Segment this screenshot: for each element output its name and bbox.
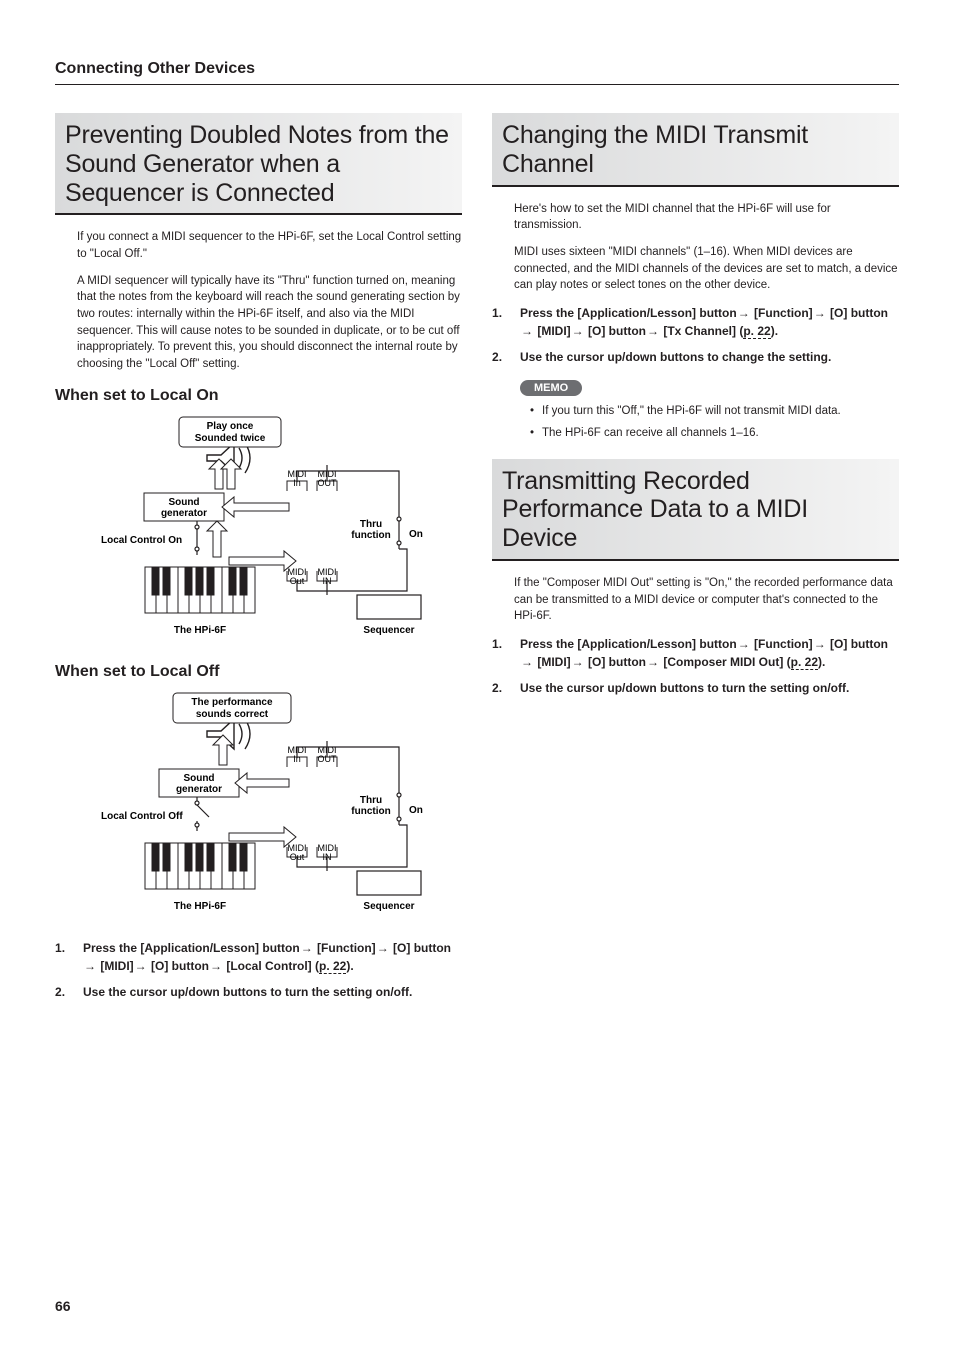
memo-item: The HPi-6F can receive all channels 1–16… xyxy=(530,424,899,442)
arrow-icon: → xyxy=(737,635,751,653)
svg-text:On: On xyxy=(409,805,423,816)
svg-text:Sound: Sound xyxy=(183,773,214,784)
arrow-icon: → xyxy=(376,939,390,957)
step-text: [Function] xyxy=(317,941,376,955)
arrow-icon: → xyxy=(300,939,314,957)
arrow-icon: → xyxy=(83,957,97,975)
svg-text:function: function xyxy=(351,530,390,541)
svg-text:Thru: Thru xyxy=(359,519,381,530)
body-para: Here's how to set the MIDI channel that … xyxy=(514,201,899,234)
body-para: MIDI uses sixteen "MIDI channels" (1–16)… xyxy=(514,244,899,294)
step-item: Press the [Application/Lesson] button→ [… xyxy=(492,304,899,340)
arrow-icon: → xyxy=(571,653,585,671)
subhead-local-off: When set to Local Off xyxy=(55,663,462,681)
svg-text:The HPi-6F: The HPi-6F xyxy=(173,901,225,912)
svg-text:Sequencer: Sequencer xyxy=(363,625,414,636)
step-list-composer: Press the [Application/Lesson] button→ [… xyxy=(492,635,899,697)
step-item: Use the cursor up/down buttons to turn t… xyxy=(492,679,899,697)
subhead-local-on: When set to Local On xyxy=(55,387,462,405)
body-para: If you connect a MIDI sequencer to the H… xyxy=(77,229,462,262)
step-text: [MIDI] xyxy=(537,324,570,338)
svg-text:sounds correct: sounds correct xyxy=(195,709,268,720)
page-ref-link[interactable]: p. 22 xyxy=(743,324,770,339)
section-title-tx-channel: Changing the MIDI Transmit Channel xyxy=(492,113,899,187)
step-text: [O] button xyxy=(588,655,646,669)
arrow-icon: → xyxy=(813,304,827,322)
memo-list: If you turn this "Off," the HPi-6F will … xyxy=(492,402,899,443)
page-ref-link[interactable]: p. 22 xyxy=(319,959,346,974)
step-item: Press the [Application/Lesson] button→ [… xyxy=(55,939,462,975)
svg-text:The HPi-6F: The HPi-6F xyxy=(173,625,225,636)
step-text: [O] button xyxy=(588,324,646,338)
step-text: Press the [Application/Lesson] button xyxy=(520,306,737,320)
step-text: Press the [Application/Lesson] button xyxy=(520,637,737,651)
step-text: [O] button xyxy=(393,941,451,955)
step-text: ). xyxy=(771,324,778,338)
step-text: Press the [Application/Lesson] button xyxy=(83,941,300,955)
arrow-icon: → xyxy=(134,957,148,975)
arrow-icon: → xyxy=(646,653,660,671)
body-para: If the "Composer MIDI Out" setting is "O… xyxy=(514,575,899,625)
arrow-icon: → xyxy=(571,322,585,340)
svg-text:Sounded twice: Sounded twice xyxy=(194,433,265,444)
page-number: 66 xyxy=(55,1298,71,1314)
svg-text:Sound: Sound xyxy=(168,497,199,508)
svg-text:generator: generator xyxy=(160,508,206,519)
section-title-local: Preventing Doubled Notes from the Sound … xyxy=(55,113,462,215)
step-text: ). xyxy=(818,655,825,669)
svg-text:Local Control On: Local Control On xyxy=(101,535,182,546)
svg-text:Local Control Off: Local Control Off xyxy=(101,811,183,822)
svg-text:function: function xyxy=(351,806,390,817)
running-head: Connecting Other Devices xyxy=(55,60,899,85)
step-item: Press the [Application/Lesson] button→ [… xyxy=(492,635,899,671)
memo-badge: MEMO xyxy=(520,380,582,396)
left-column: Preventing Doubled Notes from the Sound … xyxy=(55,113,462,1009)
step-text: [Composer MIDI Out] ( xyxy=(663,655,790,669)
step-list-tx: Press the [Application/Lesson] button→ [… xyxy=(492,304,899,366)
step-item: Use the cursor up/down buttons to change… xyxy=(492,348,899,366)
arrow-icon: → xyxy=(646,322,660,340)
step-text: [O] button xyxy=(830,306,888,320)
step-text: [MIDI] xyxy=(100,959,133,973)
step-text: [MIDI] xyxy=(537,655,570,669)
right-column: Changing the MIDI Transmit Channel Here'… xyxy=(492,113,899,1009)
svg-text:Sequencer: Sequencer xyxy=(363,901,414,912)
step-item: Use the cursor up/down buttons to turn t… xyxy=(55,983,462,1001)
two-column-layout: Preventing Doubled Notes from the Sound … xyxy=(55,113,899,1009)
arrow-icon: → xyxy=(520,653,534,671)
arrow-icon: → xyxy=(209,957,223,975)
step-text: [Tx Channel] ( xyxy=(663,324,743,338)
page-ref-link[interactable]: p. 22 xyxy=(791,655,818,670)
arrow-icon: → xyxy=(813,635,827,653)
body-para: A MIDI sequencer will typically have its… xyxy=(77,273,462,373)
step-text: [Function] xyxy=(754,637,813,651)
section-title-composer-out: Transmitting Recorded Performance Data t… xyxy=(492,459,899,561)
step-text: [Local Control] ( xyxy=(226,959,319,973)
svg-text:On: On xyxy=(409,529,423,540)
step-text: [Function] xyxy=(754,306,813,320)
svg-text:Thru: Thru xyxy=(359,795,381,806)
step-list-local: Press the [Application/Lesson] button→ [… xyxy=(55,939,462,1001)
step-text: [O] button xyxy=(151,959,209,973)
svg-text:generator: generator xyxy=(175,784,221,795)
memo-item: If you turn this "Off," the HPi-6F will … xyxy=(530,402,899,420)
svg-text:The performance: The performance xyxy=(191,697,273,708)
step-text: [O] button xyxy=(830,637,888,651)
svg-text:Play once: Play once xyxy=(206,421,253,432)
diagram-local-on: ♪ Play once Sounded twice Sound generato… xyxy=(55,415,462,645)
step-text: ). xyxy=(346,959,353,973)
arrow-icon: → xyxy=(737,304,751,322)
arrow-icon: → xyxy=(520,322,534,340)
diagram-local-off: ♪ The performance sounds correct Sound g… xyxy=(55,691,462,921)
